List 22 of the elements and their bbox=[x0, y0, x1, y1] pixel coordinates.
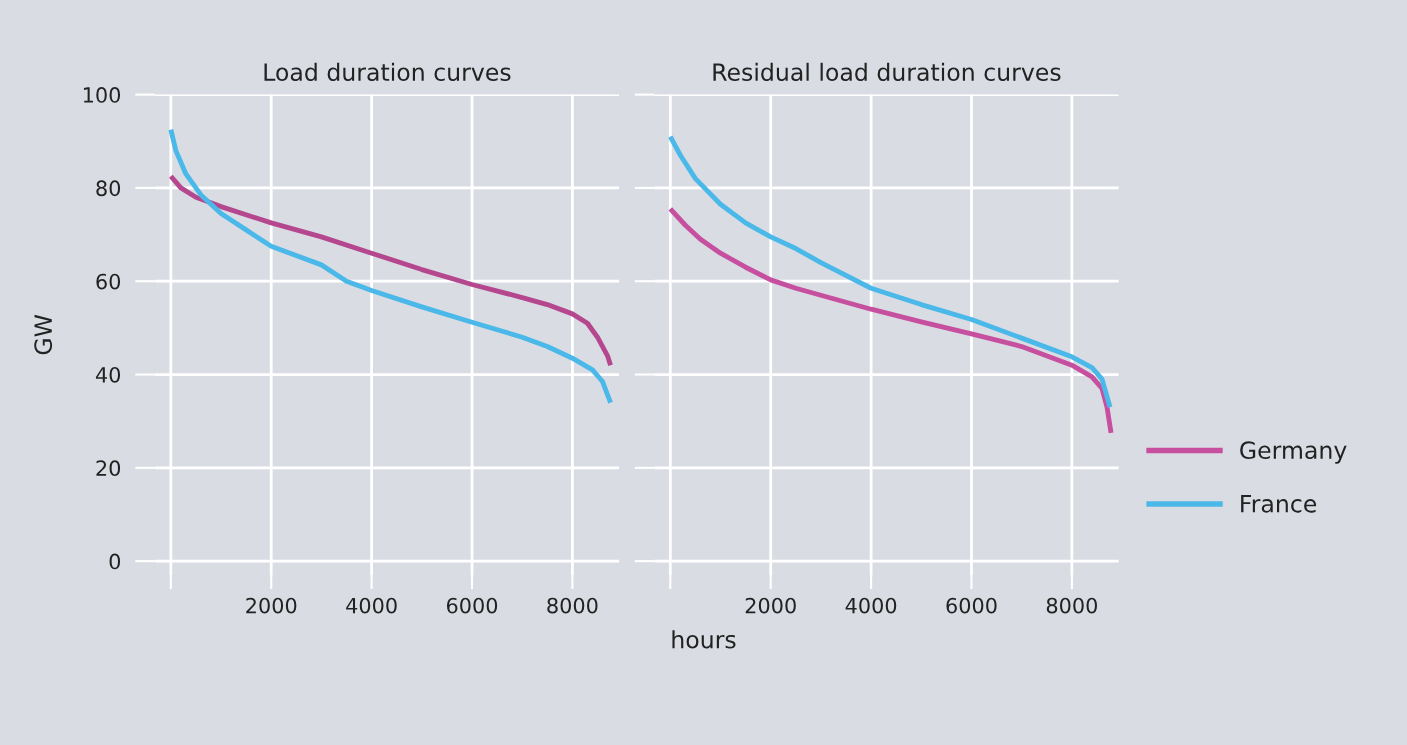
y-axis-title: GW bbox=[34, 314, 53, 355]
x-tick-label: 4000 bbox=[346, 597, 397, 614]
chart-title: Load duration curves bbox=[264, 62, 511, 82]
x-tick-label: 8000 bbox=[547, 597, 598, 614]
x-tick-label: 2000 bbox=[246, 597, 297, 614]
x-tick-label: 4000 bbox=[845, 597, 897, 614]
x-tick-label: 2000 bbox=[745, 597, 796, 614]
chart-title: Residual load duration curves bbox=[713, 62, 1061, 82]
y-tick-label: 40 bbox=[95, 366, 121, 383]
legend-label: France bbox=[1241, 495, 1317, 513]
y-tick-label: 60 bbox=[96, 273, 121, 290]
x-tick-label: 8000 bbox=[1046, 597, 1098, 614]
y-tick-label: 80 bbox=[96, 180, 121, 197]
legend-label: Germany bbox=[1240, 441, 1347, 464]
x-tick-label: 6000 bbox=[446, 597, 498, 614]
y-tick-label: 100 bbox=[83, 87, 121, 103]
x-axis-title: hours bbox=[672, 630, 736, 649]
y-tick-label: 0 bbox=[109, 553, 121, 570]
line-series bbox=[168, 173, 613, 368]
y-tick-label: 20 bbox=[96, 460, 121, 477]
x-tick-label: 6000 bbox=[946, 597, 997, 614]
line-series bbox=[168, 127, 613, 405]
